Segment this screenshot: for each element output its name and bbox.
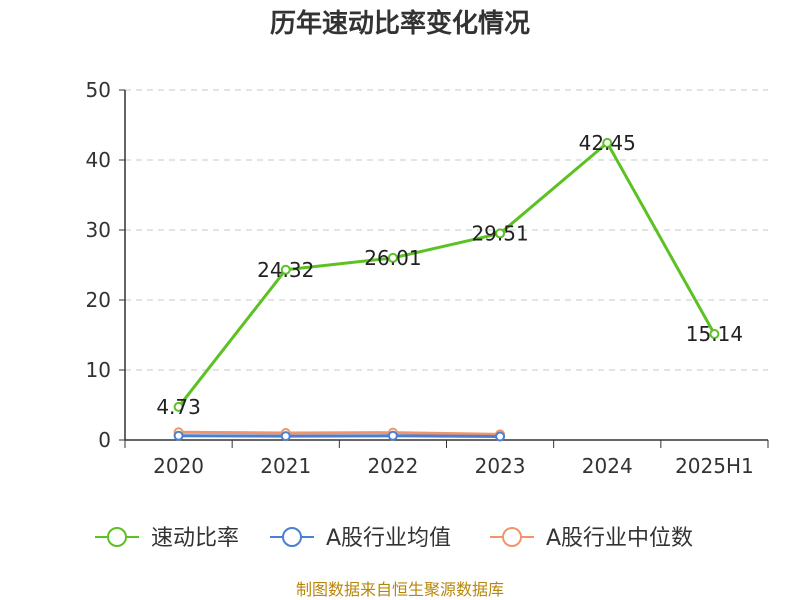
data-point[interactable] (173, 430, 184, 441)
data-point[interactable] (495, 228, 506, 239)
x-tick-label: 2021 (260, 454, 311, 478)
data-label: 29.51 (471, 221, 528, 245)
data-label: 15.14 (686, 322, 743, 346)
y-tick-label: 40 (86, 148, 111, 172)
data-point[interactable] (602, 137, 613, 148)
legend-label: A股行业均值 (326, 526, 451, 551)
data-label: 4.73 (156, 395, 201, 419)
series-line (178, 430, 501, 436)
data-point[interactable] (387, 252, 398, 263)
legend-marker (282, 527, 302, 547)
y-tick-label: 50 (86, 78, 111, 102)
legend-label: 速动比率 (151, 526, 239, 551)
data-point[interactable] (280, 264, 291, 275)
x-tick-label: 2024 (582, 454, 633, 478)
legend-item[interactable]: A股行业均值 (270, 526, 451, 551)
series-line (177, 141, 716, 408)
source-note: 制图数据来自恒生聚源数据库 (296, 580, 504, 599)
legend[interactable]: 速动比率 A股行业均值 A股行业中位数 (95, 526, 693, 551)
data-label: 24.32 (257, 258, 314, 282)
legend-marker (502, 527, 522, 547)
data-labels: 4.73 24.32 26.01 29.51 42.45 15.14 (156, 131, 743, 419)
data-point[interactable] (387, 430, 398, 441)
series (173, 137, 720, 442)
y-tick-label: 20 (86, 288, 111, 312)
data-label: 42.45 (579, 131, 636, 155)
data-label: 26.01 (364, 246, 421, 270)
x-tick-label: 2025H1 (675, 454, 754, 478)
legend-marker (107, 527, 127, 547)
data-point[interactable] (280, 431, 291, 442)
chart-title: 历年速动比率变化情况 (270, 8, 530, 39)
data-point[interactable] (173, 401, 184, 412)
y-tick-label: 10 (86, 358, 111, 382)
x-tick-label: 2020 (153, 454, 204, 478)
legend-item[interactable]: A股行业中位数 (490, 526, 693, 551)
x-tick-label: 2023 (475, 454, 526, 478)
x-tick-label: 2022 (367, 454, 418, 478)
axes: 0 10 20 30 40 50 2020 2021 2022 2023 2024 2025H1 (86, 78, 769, 478)
series-line (178, 434, 501, 438)
data-point[interactable] (709, 329, 720, 340)
legend-item[interactable]: 速动比率 (95, 526, 239, 551)
grid (125, 89, 768, 371)
legend-label: A股行业中位数 (546, 526, 693, 551)
y-tick-label: 0 (98, 428, 111, 452)
data-point[interactable] (495, 431, 506, 442)
y-tick-label: 30 (86, 218, 111, 242)
